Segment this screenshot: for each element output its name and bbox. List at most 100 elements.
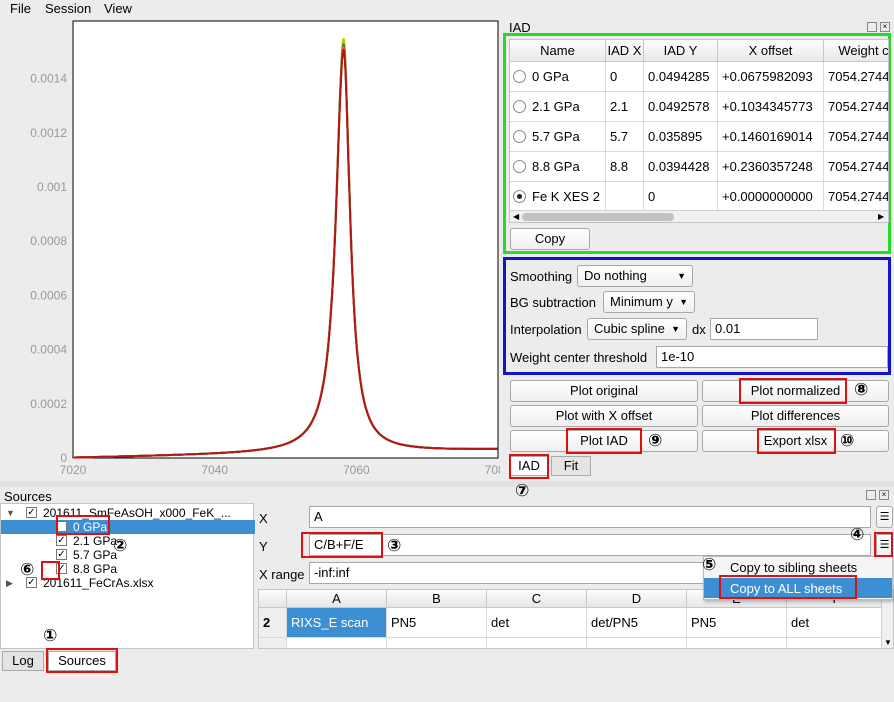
tab-log[interactable]: Log	[2, 651, 44, 671]
iad-cell-name[interactable]: 0 GPa	[510, 62, 606, 92]
radio-button[interactable]	[513, 160, 526, 173]
iad-cell-name[interactable]: 2.1 GPa	[510, 92, 606, 122]
dx-input[interactable]: 0.01	[710, 318, 818, 340]
iad-cell-x[interactable]: 2.1	[606, 92, 644, 122]
tab-fit[interactable]: Fit	[551, 456, 591, 476]
checkbox[interactable]: ✓	[26, 507, 37, 518]
iad-cell-x-offset[interactable]: +0.2360357248	[718, 152, 824, 182]
scroll-thumb[interactable]	[522, 213, 674, 221]
col-x-offset[interactable]: X offset	[718, 40, 824, 62]
tree-sheet-item[interactable]: ✓ 0 GPa	[1, 520, 255, 534]
tree-sheet-item[interactable]: ✓ 8.8 GPa	[1, 562, 255, 576]
x-menu-icon[interactable]: ☰	[876, 506, 893, 528]
scroll-left-icon[interactable]: ◀	[513, 212, 520, 221]
menu-view[interactable]: View	[104, 1, 132, 16]
sheet-row-header[interactable]: 3	[259, 638, 287, 648]
radio-button[interactable]	[513, 100, 526, 113]
sheet-cell[interactable]: 7020.0003	[287, 638, 387, 648]
checkbox[interactable]: ✓	[26, 577, 37, 588]
menu-copy-to-all[interactable]: Copy to ALL sheets	[730, 581, 843, 596]
sheet-cell[interactable]: 0.00023652···	[587, 638, 687, 648]
iad-cell-y[interactable]: 0.0494285	[644, 62, 718, 92]
plot-normalized-button[interactable]: Plot normalized	[702, 380, 889, 402]
checkbox[interactable]: ✓	[56, 563, 67, 574]
iad-table-scrollbar[interactable]: ◀ ▶	[510, 210, 888, 222]
bg-subtraction-select[interactable]: Minimum y ▼	[603, 291, 695, 313]
menu-session[interactable]: Session	[45, 1, 92, 16]
iad-cell-x[interactable]	[606, 182, 644, 212]
splitter[interactable]	[0, 481, 894, 487]
tree-file-item[interactable]: ▼ ✓ 201611_SmFeAsOH_x000_FeK_...	[1, 506, 255, 520]
iad-cell-weight-center[interactable]: 7054.2744	[824, 152, 888, 182]
iad-cell-x-offset[interactable]: +0.0000000000	[718, 182, 824, 212]
export-xlsx-button[interactable]: Export xlsx	[702, 430, 889, 452]
sheet-column-header[interactable]: A	[287, 590, 387, 608]
col-iad-y[interactable]: IAD Y	[644, 40, 718, 62]
checkbox[interactable]: ✓	[56, 549, 67, 560]
iad-cell-weight-center[interactable]: 7054.2744	[824, 92, 888, 122]
plot-iad-button[interactable]: Plot IAD	[510, 430, 698, 452]
plot-original-button[interactable]: Plot original	[510, 380, 698, 402]
radio-button[interactable]	[513, 190, 526, 203]
sheet-cell[interactable]: 105	[787, 638, 887, 648]
tree-sheet-item[interactable]: ✓ 5.7 GPa	[1, 548, 255, 562]
close-icon[interactable]: ×	[880, 22, 890, 32]
scroll-right-icon[interactable]: ▶	[878, 212, 885, 221]
iad-cell-weight-center[interactable]: 7054.2744	[824, 122, 888, 152]
iad-cell-x[interactable]: 5.7	[606, 122, 644, 152]
iad-cell-name[interactable]: 5.7 GPa	[510, 122, 606, 152]
iad-cell-x-offset[interactable]: +0.0675982093	[718, 62, 824, 92]
plot-x-offset-button[interactable]: Plot with X offset	[510, 405, 698, 427]
tree-file-item[interactable]: ▶ ✓ 201611_FeCrAs.xlsx	[1, 576, 255, 590]
sheet-cell[interactable]: 323546	[687, 638, 787, 648]
radio-button[interactable]	[513, 70, 526, 83]
iad-table[interactable]: Name IAD X IAD Y X offset Weight c 0 GPa…	[509, 39, 889, 223]
iad-cell-name[interactable]: 8.8 GPa	[510, 152, 606, 182]
sheet-cell[interactable]: det/PN5	[587, 608, 687, 638]
col-iad-x[interactable]: IAD X	[606, 40, 644, 62]
interpolation-select[interactable]: Cubic spline ▼	[587, 318, 687, 340]
copy-button[interactable]: Copy	[510, 228, 590, 250]
expand-arrow-icon[interactable]: ▼	[6, 508, 15, 518]
sheet-cell[interactable]: PN5	[687, 608, 787, 638]
float-icon[interactable]	[866, 490, 876, 500]
source-tree[interactable]: ▼ ✓ 201611_SmFeAsOH_x000_FeK_... ✓ 0 GPa ✓ 2.1…	[0, 503, 255, 649]
iad-cell-x[interactable]: 8.8	[606, 152, 644, 182]
sheet-cell[interactable]: 76	[487, 638, 587, 648]
sheet-cell[interactable]: 321320	[387, 638, 487, 648]
plot-differences-button[interactable]: Plot differences	[702, 405, 889, 427]
iad-cell-y[interactable]: 0.0394428	[644, 152, 718, 182]
tree-sheet-item[interactable]: ✓ 2.1 GPa	[1, 534, 255, 548]
sheet-column-header[interactable]: D	[587, 590, 687, 608]
sheet-column-header[interactable]: C	[487, 590, 587, 608]
menu-file[interactable]: File	[10, 1, 31, 16]
col-weight-center[interactable]: Weight c	[824, 40, 888, 62]
iad-cell-x-offset[interactable]: +0.1034345773	[718, 92, 824, 122]
checkbox[interactable]: ✓	[56, 535, 67, 546]
iad-cell-y[interactable]: 0.035895	[644, 122, 718, 152]
weight-center-threshold-input[interactable]: 1e-10	[656, 346, 888, 368]
smoothing-select[interactable]: Do nothing ▼	[577, 265, 693, 287]
sheet-cell[interactable]: det	[787, 608, 887, 638]
menu-copy-to-sibling[interactable]: Copy to sibling sheets	[730, 560, 858, 575]
iad-cell-y[interactable]: 0	[644, 182, 718, 212]
x-expression-input[interactable]: A	[309, 506, 871, 528]
tab-iad[interactable]: IAD	[510, 456, 548, 476]
float-icon[interactable]	[867, 22, 877, 32]
sheet-cell[interactable]: RIXS_E scan	[287, 608, 387, 638]
tab-sources[interactable]: Sources	[48, 651, 116, 671]
radio-button[interactable]	[513, 130, 526, 143]
sheet-cell[interactable]: det	[487, 608, 587, 638]
iad-cell-weight-center[interactable]: 7054.2744	[824, 182, 888, 212]
x-range-input[interactable]: -inf:inf	[309, 562, 709, 584]
sheet-cell[interactable]: PN5	[387, 608, 487, 638]
iad-cell-y[interactable]: 0.0492578	[644, 92, 718, 122]
collapse-arrow-icon[interactable]: ▶	[6, 578, 13, 588]
iad-cell-weight-center[interactable]: 7054.2744	[824, 62, 888, 92]
iad-cell-x-offset[interactable]: +0.1460169014	[718, 122, 824, 152]
col-name[interactable]: Name	[510, 40, 606, 62]
spectrum-chart[interactable]: 0 0.0002 0.0004 0.0006 0.0008 0.001 0.0012 0.00…	[0, 18, 512, 478]
sheet-column-header[interactable]: B	[387, 590, 487, 608]
sheet-row-header[interactable]: 2	[259, 608, 287, 638]
